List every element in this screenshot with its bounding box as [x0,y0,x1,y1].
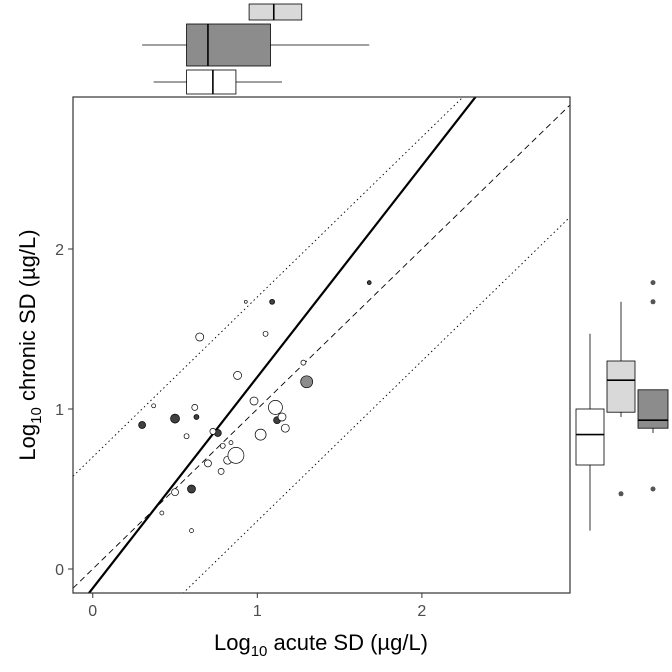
data-point [228,440,234,445]
y-axis-title: Log10 chronic SD (µg/L) [15,229,45,460]
upper-bound-line [73,97,464,477]
right-box-outlier [650,299,656,305]
data-point [269,298,275,305]
plot-panel [73,97,570,593]
data-point [193,414,200,420]
right-box [637,389,669,429]
data-point [209,428,217,435]
y-axis: 0 1 2 [55,242,73,579]
data-point [300,359,307,366]
x-tick-label: 1 [253,603,262,620]
identity-line [73,104,570,589]
data-point [159,510,165,516]
data-point [151,403,156,409]
top-box [248,3,303,21]
x-tick-label: 2 [417,603,426,620]
data-point [254,428,267,441]
data-point [227,447,245,464]
data-point [233,371,242,380]
top-box [186,23,271,67]
data-point [138,421,146,429]
right-boxplots [575,280,669,531]
x-tick-label: 0 [88,603,97,620]
data-point [219,442,226,449]
data-point [204,459,212,468]
top-boxplots [142,3,370,95]
data-point [191,404,199,411]
data-point [280,423,290,433]
data-point [187,484,196,494]
right-box-outlier [650,486,656,492]
data-point [300,375,314,389]
data-point [183,433,190,440]
data-point [195,332,205,342]
right-box-outlier [650,280,656,286]
y-tick-label: 1 [55,402,64,419]
lower-bound-line [182,216,570,593]
plot-border [72,96,571,594]
data-point [189,528,194,533]
right-box-outlier [618,491,624,497]
data-point [366,280,372,285]
right-box [575,408,605,466]
reference-lines [73,97,570,593]
data-point [277,412,287,422]
right-box [606,360,636,413]
data-point [171,488,179,497]
scatter-points [138,280,372,533]
x-axis-title: Log10 acute SD (µg/L) [214,630,428,660]
x-axis: 0 1 2 [88,593,426,620]
data-point [170,413,180,424]
y-tick-label: 2 [55,242,64,259]
data-point [249,396,259,406]
data-point [243,299,248,304]
data-point [217,468,225,475]
top-box [186,69,237,95]
y-tick-label: 0 [55,562,64,579]
data-point [262,330,269,337]
data-point [268,400,283,415]
